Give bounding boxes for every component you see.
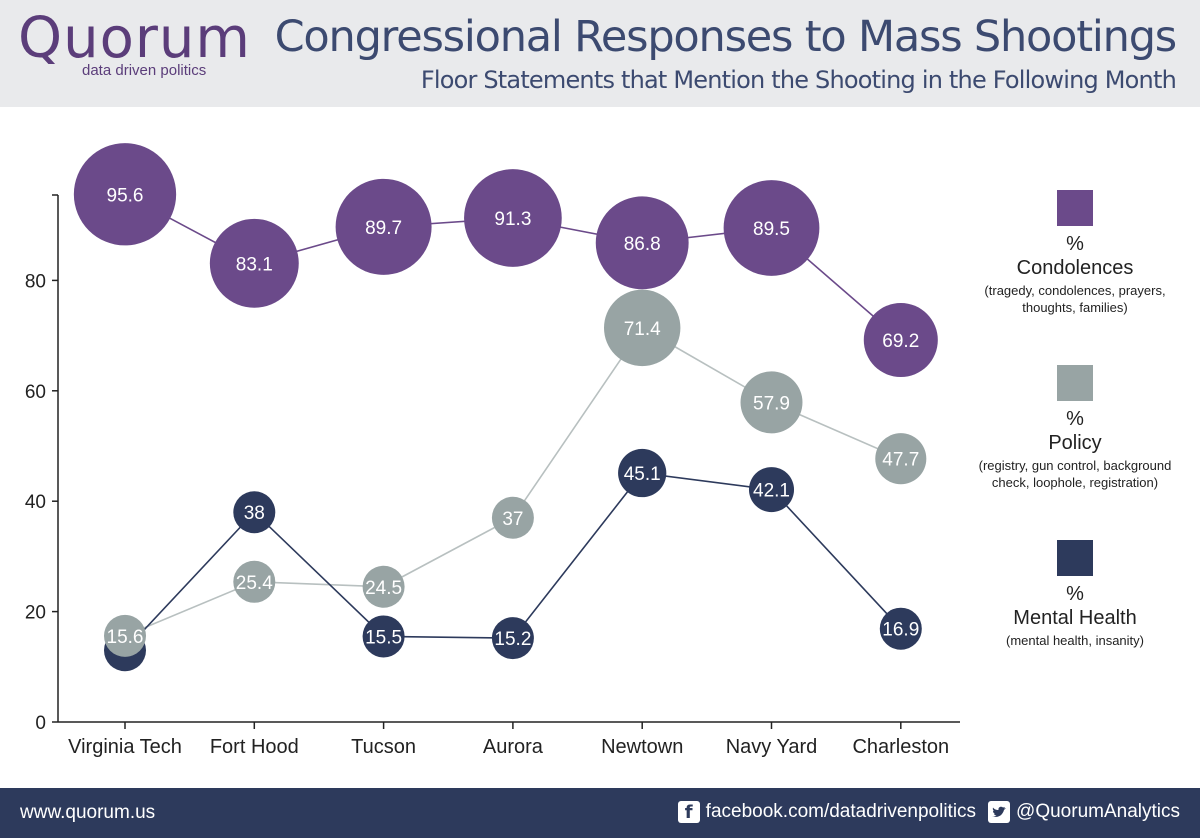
data-bubble bbox=[104, 614, 146, 657]
data-bubble bbox=[748, 467, 795, 513]
data-label: 89.7 bbox=[365, 218, 402, 239]
data-label: 86.8 bbox=[624, 234, 661, 255]
data-bubble bbox=[233, 491, 276, 534]
legend-name: Condolences bbox=[1016, 257, 1134, 279]
data-bubble bbox=[362, 615, 405, 658]
facebook-link[interactable]: facebook.com/datadrivenpolitics bbox=[705, 801, 977, 822]
data-bubble bbox=[618, 448, 667, 498]
legend-policy: % Policy (registry, gun control, backgro… bbox=[960, 365, 1190, 491]
legend-pct: % bbox=[1066, 233, 1084, 255]
website-link[interactable]: www.quorum.us bbox=[20, 802, 156, 823]
data-bubble bbox=[233, 560, 276, 603]
legend-mental-health: % Mental Health (mental health, insanity… bbox=[960, 540, 1190, 649]
y-tick-label: 80 bbox=[25, 271, 46, 292]
logo-wordmark: Quorum bbox=[18, 6, 251, 71]
data-bubble bbox=[73, 143, 177, 246]
bubble-chart: 0 20 40 60 80 Virginia Tech Fort Hood Tucson Aur… bbox=[25, 143, 960, 758]
data-label: 89.5 bbox=[753, 219, 790, 240]
page-subtitle: Floor Statements that Mention the Shooti… bbox=[420, 66, 1177, 94]
legend-swatch-mental-health bbox=[1057, 540, 1093, 576]
data-label: 37 bbox=[502, 509, 523, 530]
data-bubble bbox=[723, 180, 820, 276]
social-links: f facebook.com/datadrivenpolitics @Quoru… bbox=[677, 801, 1180, 823]
data-bubble bbox=[595, 196, 689, 290]
x-tick-label: Virginia Tech bbox=[68, 736, 182, 758]
data-bubble bbox=[491, 496, 534, 539]
data-label: 15.6 bbox=[107, 627, 144, 648]
logo-tagline: data driven politics bbox=[82, 62, 207, 79]
legend-pct: % bbox=[1066, 408, 1084, 430]
x-tick-label: Tucson bbox=[351, 736, 416, 758]
header: Quorum data driven politics Congressiona… bbox=[0, 0, 1200, 107]
legend-condolences: % Condolences (tragedy, condolences, pra… bbox=[960, 190, 1190, 316]
y-tick-label: 60 bbox=[25, 382, 46, 403]
data-label: 42.1 bbox=[753, 481, 790, 502]
twitter-icon bbox=[988, 801, 1011, 823]
data-label: 16.9 bbox=[882, 620, 919, 641]
x-tick-label: Fort Hood bbox=[210, 736, 299, 758]
data-bubble bbox=[491, 617, 534, 660]
page-title: Congressional Responses to Mass Shooting… bbox=[274, 12, 1178, 62]
data-label: 57.9 bbox=[753, 393, 790, 414]
data-label: 95.6 bbox=[107, 185, 144, 206]
data-bubble bbox=[879, 607, 922, 650]
data-bubble bbox=[362, 565, 405, 608]
data-label: 38 bbox=[244, 503, 265, 524]
data-bubble bbox=[464, 169, 562, 267]
y-tick-label: 40 bbox=[25, 492, 46, 513]
data-label: 24.5 bbox=[365, 578, 402, 599]
data-label: 25.4 bbox=[236, 573, 273, 594]
data-bubble bbox=[863, 302, 938, 378]
x-tick-label: Newtown bbox=[601, 736, 683, 758]
x-tick-label: Navy Yard bbox=[726, 736, 818, 758]
data-bubble bbox=[209, 218, 299, 308]
legend-pct: % bbox=[1066, 583, 1084, 605]
facebook-icon: f bbox=[677, 801, 700, 823]
legend-name: Policy bbox=[1048, 432, 1102, 454]
legend-desc: (tragedy, condolences, prayers, thoughts… bbox=[984, 283, 1166, 315]
data-bubble bbox=[335, 178, 432, 275]
data-label: 69.2 bbox=[882, 331, 919, 352]
y-tick-label: 0 bbox=[35, 713, 46, 734]
y-tick-label: 20 bbox=[25, 603, 46, 624]
legend-swatch-condolences bbox=[1057, 190, 1093, 226]
data-label: 47.7 bbox=[882, 450, 919, 471]
data-label: 71.4 bbox=[624, 319, 661, 340]
legend-name: Mental Health bbox=[1013, 607, 1137, 629]
data-bubble bbox=[604, 289, 681, 367]
x-tick-label: Charleston bbox=[852, 736, 949, 758]
twitter-link[interactable]: @QuorumAnalytics bbox=[1016, 801, 1180, 822]
x-tick-label: Aurora bbox=[483, 736, 544, 758]
data-label: 15.2 bbox=[494, 629, 531, 650]
legend-desc: (mental health, insanity) bbox=[1005, 633, 1144, 648]
data-label: 91.3 bbox=[494, 209, 531, 230]
data-label: 15.5 bbox=[365, 627, 402, 648]
footer: www.quorum.us f facebook.com/datadrivenp… bbox=[0, 788, 1200, 838]
data-label: 45.1 bbox=[624, 464, 661, 485]
data-label: 83.1 bbox=[236, 254, 273, 275]
legend-desc: (registry, gun control, background check… bbox=[978, 458, 1172, 490]
data-bubble bbox=[875, 433, 927, 485]
legend-swatch-policy bbox=[1057, 365, 1093, 401]
data-bubble bbox=[740, 371, 803, 434]
